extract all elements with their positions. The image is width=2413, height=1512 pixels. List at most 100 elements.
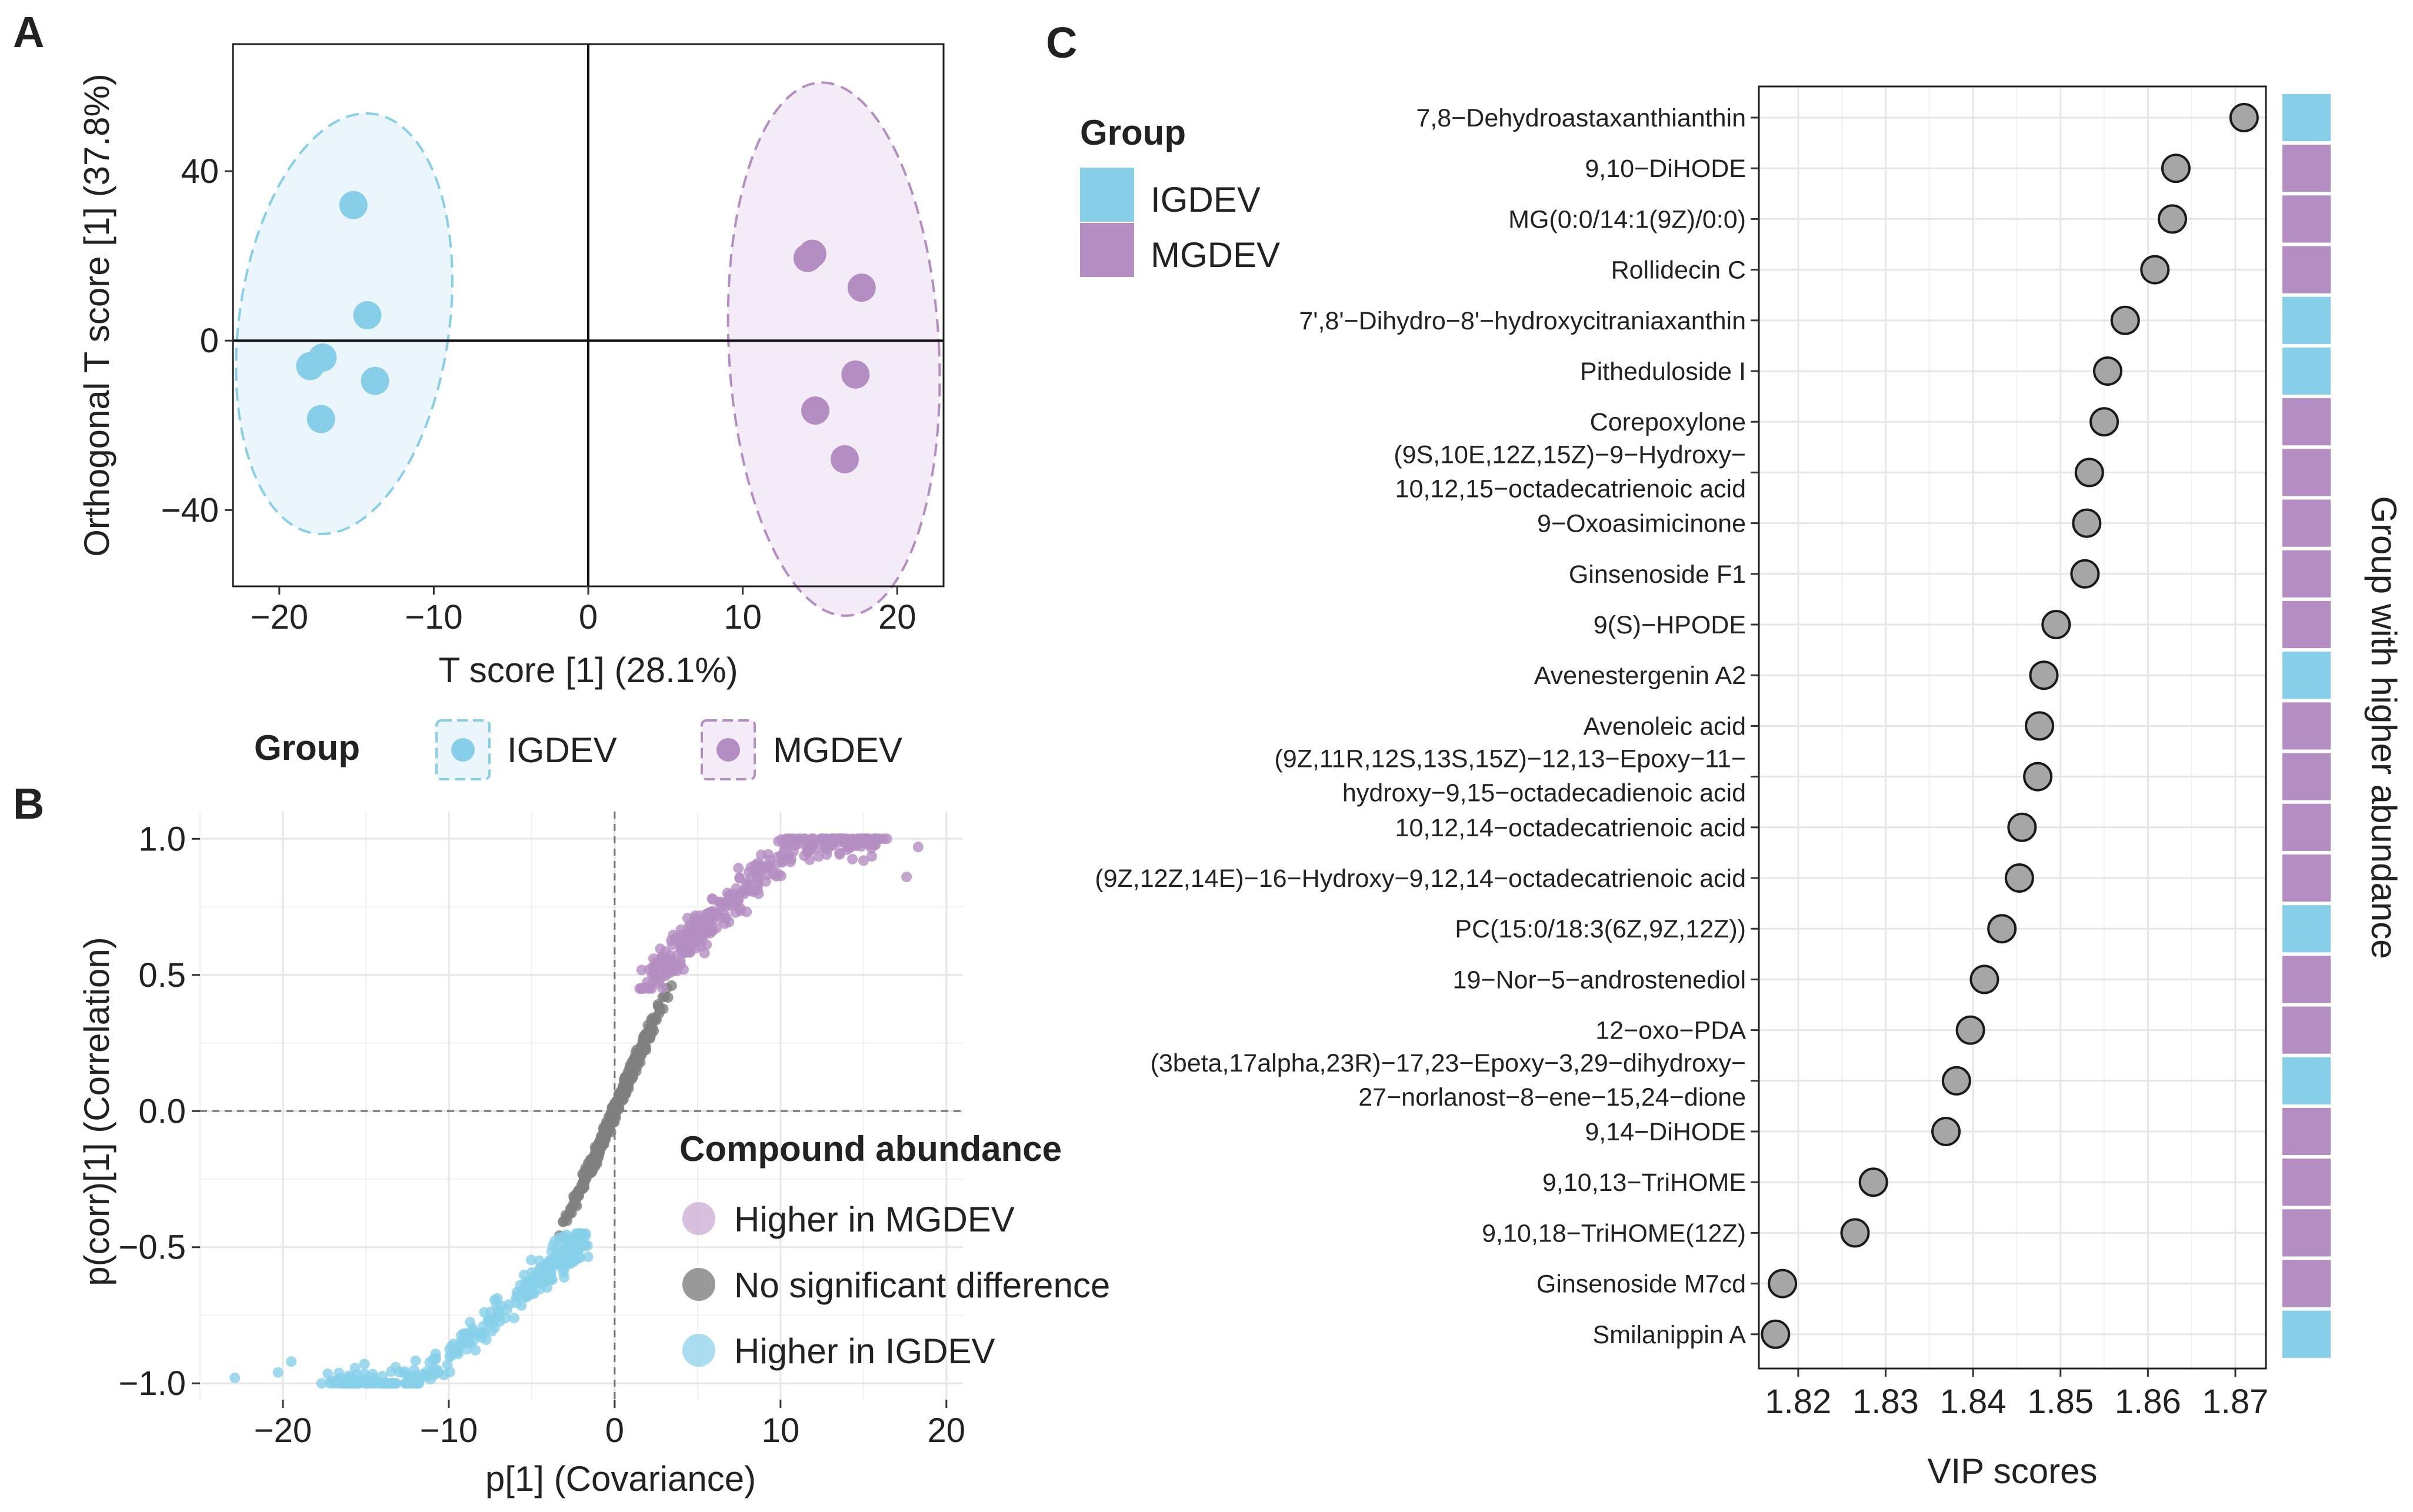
y-tick-label: 0.0 [138, 1092, 186, 1130]
x-tick-label: 1.87 [2202, 1383, 2269, 1421]
compound-label: 9−Oxoasimicinone [1537, 510, 1746, 538]
compound-label: PC(15:0/18:3(6Z,9Z,12Z)) [1455, 915, 1746, 943]
y-tick-label: 40 [181, 152, 219, 191]
point-higher-igdev [453, 1349, 464, 1360]
point-higher-mgdev [734, 872, 745, 883]
point-higher-mgdev [866, 851, 877, 862]
y-tick-label: −0.5 [119, 1229, 186, 1267]
compound-label: 12−oxo−PDA [1595, 1017, 1746, 1045]
panel-a-legend-title: Group [254, 728, 360, 767]
legend-marker-no-significant [682, 1268, 715, 1301]
point-higher-igdev [229, 1372, 241, 1383]
group-strip-cell [2282, 652, 2331, 699]
compound-label: Avenoleic acid [1584, 712, 1747, 740]
panel-b-x-axis-title: p[1] (Covariance) [485, 1459, 756, 1498]
point-mgdev [801, 396, 830, 425]
legend-label-igdev-c: IGDEV [1151, 180, 1261, 219]
vip-point [2023, 762, 2053, 792]
point-igdev [306, 405, 335, 433]
legend-label-higher-igdev: Higher in IGDEV [734, 1331, 995, 1371]
point-higher-igdev [545, 1261, 556, 1273]
panel-c-frame [1758, 85, 2267, 1370]
vip-point [2089, 407, 2119, 437]
point-higher-igdev [410, 1355, 421, 1366]
point-higher-mgdev [751, 866, 762, 877]
vip-point [2072, 508, 2102, 538]
point-higher-igdev [272, 1367, 284, 1378]
point-higher-mgdev [821, 849, 832, 860]
compound-label: 9,10,18−TriHOME(12Z) [1482, 1219, 1746, 1247]
point-higher-igdev [325, 1375, 336, 1386]
point-no-significant [595, 1131, 606, 1142]
point-higher-mgdev [707, 925, 718, 936]
ellipse-mgdev [726, 81, 941, 617]
compound-label: (3beta,17alpha,23R)−17,23−Epoxy−3,29−dih… [1151, 1049, 1746, 1112]
panel-c-x-ticks: 1.82 1.83 1.84 1.85 1.86 1.87 [1765, 1369, 2268, 1421]
x-tick-label: 1.82 [1765, 1383, 1831, 1421]
point-higher-igdev [531, 1269, 542, 1280]
point-higher-igdev [540, 1276, 551, 1287]
point-higher-mgdev [664, 950, 675, 961]
panel-c-x-axis-title: VIP scores [1927, 1451, 2097, 1491]
vip-point [2025, 711, 2055, 741]
legend-marker-igdev [451, 738, 475, 762]
point-higher-igdev [483, 1313, 494, 1324]
panel-a-x-ticks: −20 −10 0 10 20 [251, 586, 916, 636]
y-tick-label: 0 [200, 322, 219, 360]
compound-label: Pitheduloside I [1580, 358, 1746, 386]
point-higher-mgdev [728, 897, 739, 909]
group-strip-cell [2282, 803, 2331, 851]
point-igdev [296, 352, 325, 380]
point-higher-igdev [502, 1304, 513, 1315]
vip-point [2140, 255, 2170, 285]
legend-marker-higher-igdev [682, 1334, 715, 1367]
point-higher-mgdev [847, 853, 858, 865]
point-mgdev [798, 239, 826, 268]
x-tick-label: 1.85 [2027, 1383, 2094, 1421]
point-higher-mgdev [682, 912, 693, 923]
panel-a-points [296, 191, 876, 473]
x-tick-label: 20 [928, 1411, 966, 1450]
compound-label: 7',8'−Dihydro−8'−hydroxycitraniaxanthin [1299, 307, 1746, 335]
point-higher-igdev [430, 1353, 441, 1364]
point-higher-mgdev [912, 842, 924, 853]
point-higher-mgdev [642, 977, 653, 988]
x-tick-label: −20 [254, 1411, 312, 1450]
panel-a-confidence-ellipses [235, 81, 941, 617]
point-higher-mgdev [858, 855, 869, 866]
group-strip-cell [2282, 600, 2331, 649]
point-higher-igdev [582, 1251, 594, 1262]
point-higher-mgdev [901, 872, 912, 883]
x-tick-label: −10 [405, 598, 462, 636]
point-higher-igdev [408, 1364, 419, 1376]
point-higher-igdev [548, 1240, 559, 1251]
point-higher-mgdev [804, 854, 815, 865]
point-higher-igdev [511, 1293, 522, 1304]
group-strip-cell [2282, 347, 2331, 395]
vip-point [2157, 204, 2187, 234]
point-higher-mgdev [768, 869, 779, 880]
panel-c-compound-labels: 7,8−Dehydroastaxanthianthin 9,10−DiHODE MG… [1095, 104, 1759, 1349]
point-higher-mgdev [844, 833, 855, 845]
group-strip-cell [2282, 956, 2331, 1003]
point-higher-igdev [558, 1267, 569, 1278]
group-strip-cell [2282, 94, 2331, 142]
point-higher-mgdev [699, 947, 710, 959]
point-no-significant [581, 1173, 592, 1184]
legend-marker-higher-mgdev [682, 1202, 715, 1235]
panel-b-legend-title: Compound abundance [679, 1129, 1062, 1169]
panel-a-y-axis-title: Orthogonal T score [1] (37.8%) [77, 74, 116, 557]
legend-label-mgdev: MGDEV [773, 730, 902, 770]
panel-c-legend: Group IGDEV MGDEV [1080, 113, 1280, 277]
x-tick-label: 0 [605, 1411, 624, 1450]
point-higher-igdev [554, 1248, 565, 1259]
group-strip-cell [2282, 753, 2331, 800]
compound-label: (9S,10E,12Z,15Z)−9−Hydroxy− 10,12,15−octa… [1394, 440, 1746, 503]
point-higher-igdev [474, 1330, 485, 1341]
point-higher-mgdev [821, 835, 832, 846]
point-higher-igdev [379, 1378, 391, 1389]
point-higher-igdev [515, 1280, 526, 1291]
panel-c-vip-plot: C Group IGDEV MGDEV 7,8−Dehydroastaxanth… [1046, 18, 2404, 1491]
point-higher-mgdev [651, 972, 662, 983]
